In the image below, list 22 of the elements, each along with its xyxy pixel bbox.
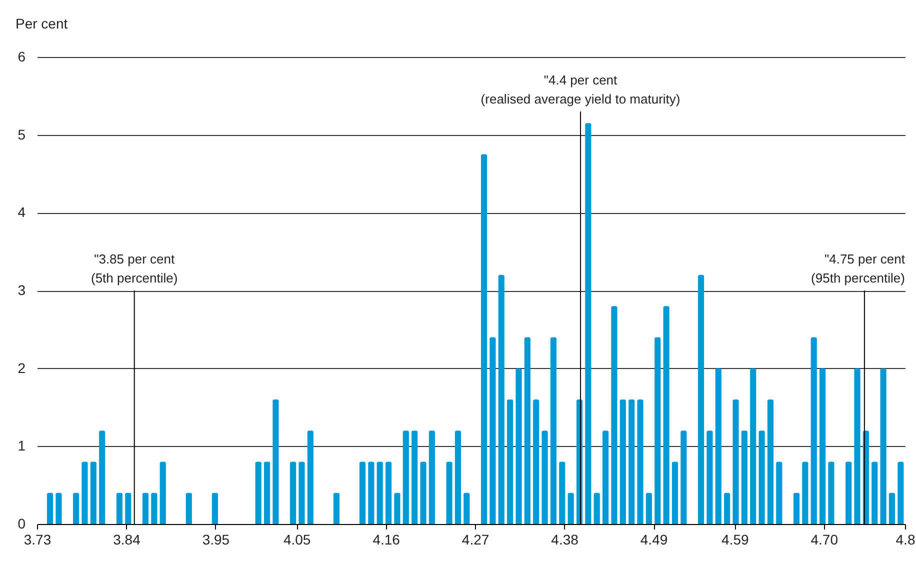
y-tick-label: 1 <box>18 438 26 454</box>
x-tick-label: 4.70 <box>810 532 838 548</box>
y-tick-label: 2 <box>18 360 26 376</box>
x-tick-label: 3.95 <box>202 532 230 548</box>
x-tick-label: 4.8 <box>896 532 916 548</box>
ref-line-label: "3.85 per cent (5th percentile) <box>90 252 178 286</box>
y-tick-label: 3 <box>18 282 26 298</box>
y-tick-label: 0 <box>18 516 26 532</box>
x-tick-label: 3.73 <box>24 532 52 548</box>
x-tick-label: 4.16 <box>372 532 400 548</box>
ref-line-label: "4.4 per cent (realised average yield to maturity) <box>480 72 680 106</box>
y-tick-label: 6 <box>18 48 26 64</box>
y-tick-label: 5 <box>18 126 26 142</box>
x-tick-label: 4.38 <box>551 532 579 548</box>
x-tick-label: 4.59 <box>722 532 749 548</box>
x-tick-label: 4.05 <box>283 532 311 548</box>
y-axis-title: Per cent <box>16 16 68 32</box>
y-tick-label: 4 <box>18 204 26 220</box>
x-tick-label: 3.84 <box>113 532 141 548</box>
ref-line-label: "4.75 per cent (95th percentile) <box>811 252 906 286</box>
x-tick-label: 4.49 <box>640 532 668 548</box>
x-tick-label: 4.27 <box>462 532 490 548</box>
